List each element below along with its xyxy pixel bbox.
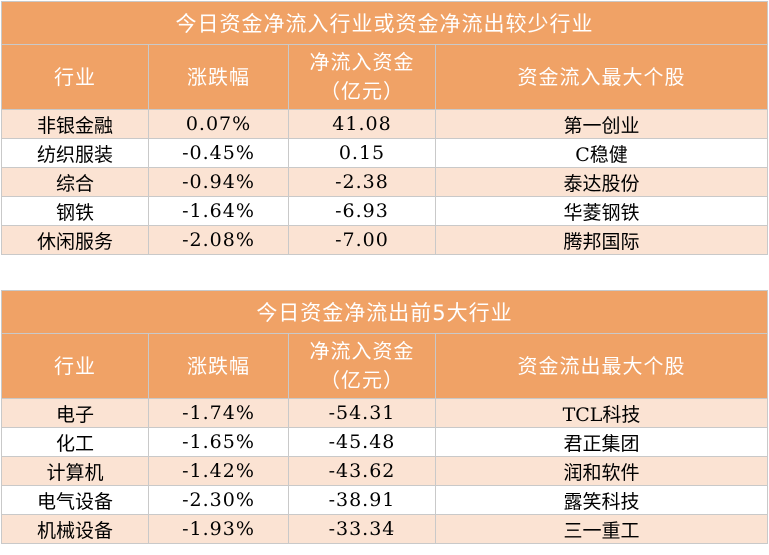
net-inflow-cell: 0.15 bbox=[288, 138, 436, 168]
inflow-table-title: 今日资金净流入行业或资金净流出较少行业 bbox=[1, 1, 768, 45]
table-row: 钢铁 -1.64% -6.93 华菱钢铁 bbox=[1, 196, 768, 226]
change-cell: -1.64% bbox=[148, 196, 289, 226]
change-cell: -1.42% bbox=[148, 456, 289, 486]
header-change: 涨跌幅 bbox=[148, 44, 289, 110]
industry-cell: 化工 bbox=[1, 427, 149, 457]
industry-cell: 纺织服装 bbox=[1, 138, 149, 168]
header-net-inflow: 净流入资金 （亿元） bbox=[288, 44, 436, 110]
table-row: 休闲服务 -2.08% -7.00 腾邦国际 bbox=[1, 225, 768, 255]
table-row: 机械设备 -1.93% -33.34 三一重工 bbox=[1, 514, 768, 544]
change-cell: -0.94% bbox=[148, 167, 289, 197]
net-inflow-cell: -45.48 bbox=[288, 427, 436, 457]
table-row: 纺织服装 -0.45% 0.15 C稳健 bbox=[1, 138, 768, 168]
industry-cell: 钢铁 bbox=[1, 196, 149, 226]
stock-cell: 露笑科技 bbox=[435, 485, 768, 515]
header-top-outflow-stock: 资金流出最大个股 bbox=[435, 333, 768, 399]
net-inflow-cell: 41.08 bbox=[288, 109, 436, 139]
industry-cell: 机械设备 bbox=[1, 514, 149, 544]
stock-cell: 君正集团 bbox=[435, 427, 768, 457]
outflow-table: 今日资金净流出前5大行业 行业 涨跌幅 净流入资金 （亿元） 资金流出最大个股 … bbox=[1, 290, 768, 544]
change-cell: -2.08% bbox=[148, 225, 289, 255]
outflow-table-title: 今日资金净流出前5大行业 bbox=[1, 290, 768, 334]
change-cell: -2.30% bbox=[148, 485, 289, 515]
industry-cell: 电气设备 bbox=[1, 485, 149, 515]
industry-cell: 计算机 bbox=[1, 456, 149, 486]
stock-cell: TCL科技 bbox=[435, 398, 768, 428]
change-cell: 0.07% bbox=[148, 109, 289, 139]
industry-cell: 综合 bbox=[1, 167, 149, 197]
table-row: 非银金融 0.07% 41.08 第一创业 bbox=[1, 109, 768, 139]
change-cell: -1.74% bbox=[148, 398, 289, 428]
net-inflow-cell: -33.34 bbox=[288, 514, 436, 544]
change-cell: -1.65% bbox=[148, 427, 289, 457]
stock-cell: 三一重工 bbox=[435, 514, 768, 544]
header-top-inflow-stock: 资金流入最大个股 bbox=[435, 44, 768, 110]
table-row: 电气设备 -2.30% -38.91 露笑科技 bbox=[1, 485, 768, 515]
net-inflow-cell: -2.38 bbox=[288, 167, 436, 197]
net-inflow-cell: -6.93 bbox=[288, 196, 436, 226]
change-cell: -0.45% bbox=[148, 138, 289, 168]
header-net-inflow: 净流入资金 （亿元） bbox=[288, 333, 436, 399]
stock-cell: 腾邦国际 bbox=[435, 225, 768, 255]
stock-cell: 润和软件 bbox=[435, 456, 768, 486]
table-row: 计算机 -1.42% -43.62 润和软件 bbox=[1, 456, 768, 486]
table-row: 化工 -1.65% -45.48 君正集团 bbox=[1, 427, 768, 457]
net-inflow-cell: -38.91 bbox=[288, 485, 436, 515]
header-change: 涨跌幅 bbox=[148, 333, 289, 399]
change-cell: -1.93% bbox=[148, 514, 289, 544]
net-inflow-cell: -7.00 bbox=[288, 225, 436, 255]
net-inflow-cell: -43.62 bbox=[288, 456, 436, 486]
industry-cell: 非银金融 bbox=[1, 109, 149, 139]
stock-cell: 华菱钢铁 bbox=[435, 196, 768, 226]
inflow-table: 今日资金净流入行业或资金净流出较少行业 行业 涨跌幅 净流入资金 （亿元） 资金… bbox=[1, 1, 768, 255]
table-row: 电子 -1.74% -54.31 TCL科技 bbox=[1, 398, 768, 428]
industry-cell: 休闲服务 bbox=[1, 225, 149, 255]
net-inflow-cell: -54.31 bbox=[288, 398, 436, 428]
header-industry: 行业 bbox=[1, 44, 149, 110]
stock-cell: C稳健 bbox=[435, 138, 768, 168]
stock-cell: 泰达股份 bbox=[435, 167, 768, 197]
industry-cell: 电子 bbox=[1, 398, 149, 428]
header-industry: 行业 bbox=[1, 333, 149, 399]
table-row: 综合 -0.94% -2.38 泰达股份 bbox=[1, 167, 768, 197]
stock-cell: 第一创业 bbox=[435, 109, 768, 139]
